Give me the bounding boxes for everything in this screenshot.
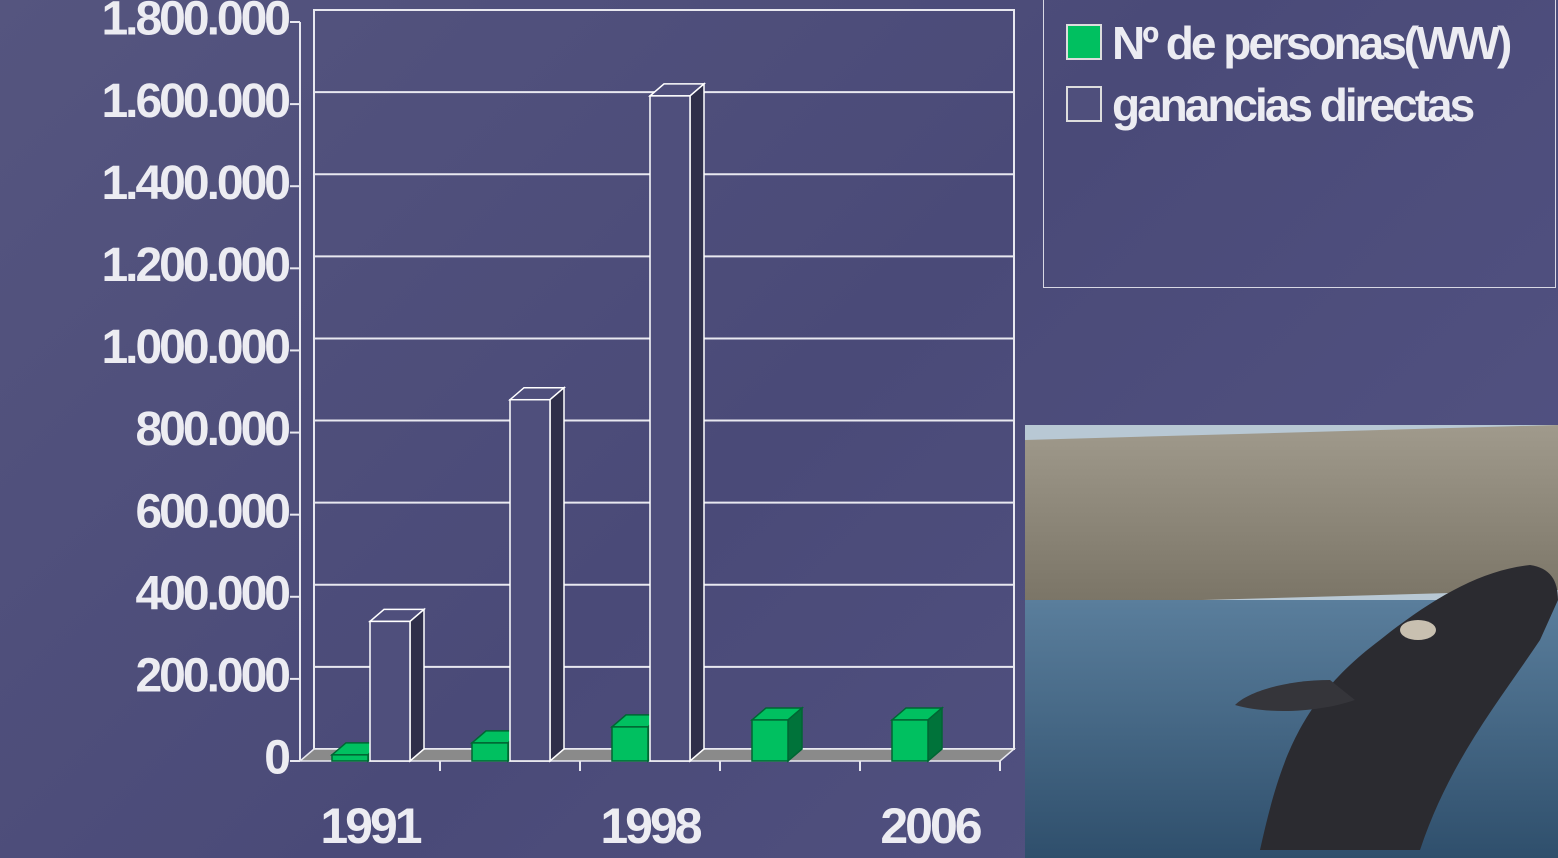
y-tick-label: 600.000 [135,485,289,538]
bar [892,720,928,761]
y-tick-label: 1.400.000 [101,157,289,210]
page: 0 200.000 400.000 600.000 800.000 1.000.000 1.… [0,0,1558,858]
legend-item: Nº de personas(WW) [1066,12,1555,74]
x-tick-label: 2006 [880,798,980,854]
y-tick-label: 200.000 [135,650,289,703]
bar-side [690,84,704,761]
y-tick-label: 0 [264,732,289,785]
legend-item: ganancias directas [1066,74,1555,136]
bar [752,720,788,761]
bar [472,743,508,761]
bar [612,727,648,761]
bar [650,96,690,761]
bar [510,400,550,761]
x-tick-label: 1991 [320,798,421,854]
bar-side [550,388,564,761]
photo [1025,425,1558,858]
legend-label: Nº de personas(WW) [1112,12,1552,74]
bar [370,621,410,761]
bar-side [410,609,424,761]
x-tick-label: 1998 [600,798,701,854]
legend-swatch [1066,24,1102,60]
y-tick-label: 1.000.000 [101,321,289,374]
y-tick-label: 1.600.000 [101,75,289,128]
y-tick-label: 1.200.000 [101,239,289,292]
y-tick-label: 1.800.000 [101,0,289,46]
legend: Nº de personas(WW)ganancias directas [1043,0,1556,288]
legend-swatch [1066,86,1102,122]
y-tick-label: 800.000 [135,403,289,456]
legend-label: ganancias directas [1112,74,1552,136]
y-tick-label: 400.000 [135,567,289,620]
bar [332,755,368,761]
